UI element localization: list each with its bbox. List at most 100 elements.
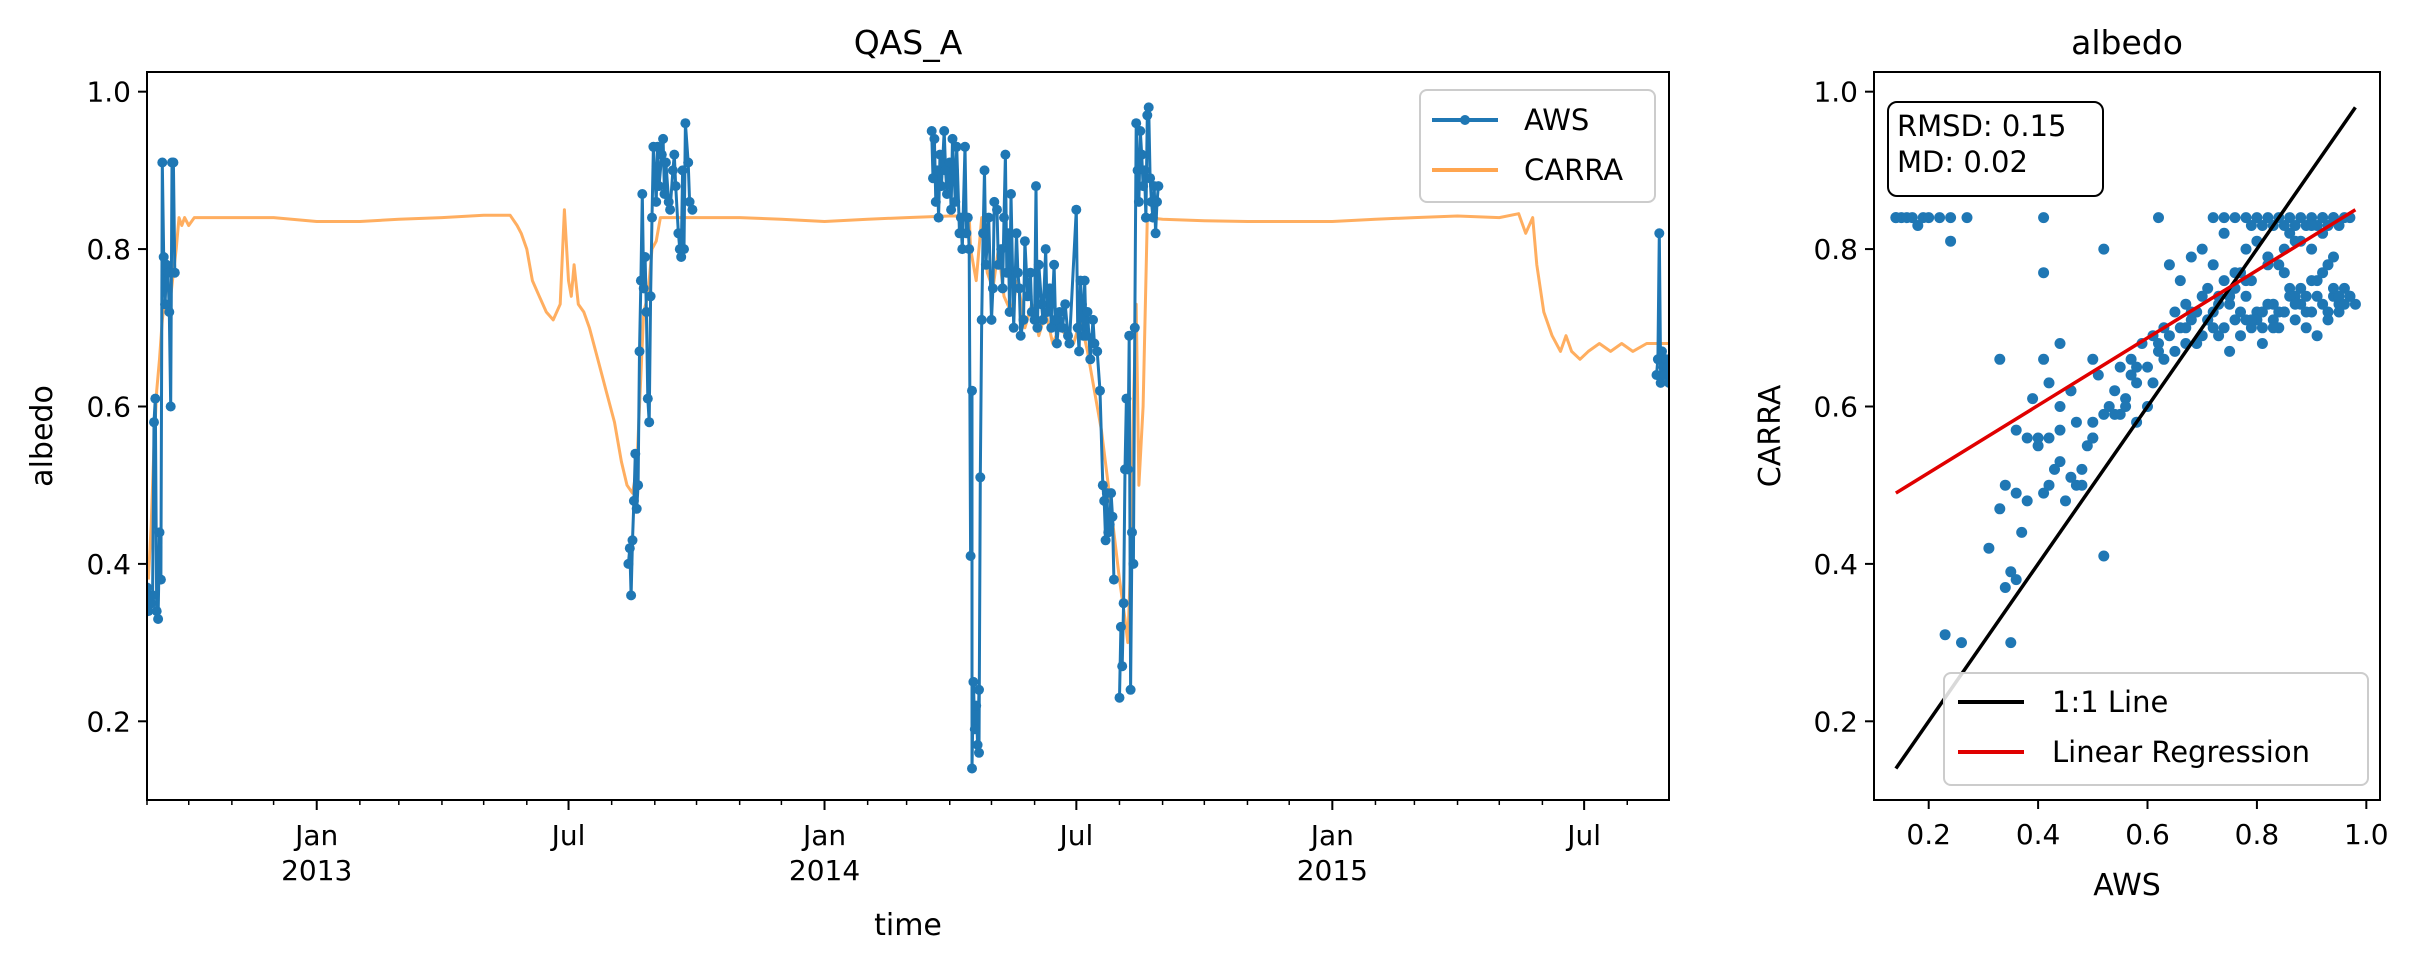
aws-data-point (1097, 480, 1108, 491)
scatter-point (2328, 282, 2339, 294)
scatter-point (2284, 282, 2296, 294)
y-tick-label: 0.2 (1813, 705, 1858, 738)
aws-data-point (669, 149, 680, 160)
scatter-point (2333, 290, 2345, 302)
aws-data-point (147, 590, 158, 601)
scatter-point (2043, 432, 2055, 444)
aws-data-point (1064, 338, 1075, 349)
scatter-axes-frame (1873, 71, 2381, 801)
aws-data-point (932, 165, 943, 176)
scatter-point (2038, 353, 2050, 365)
aws-data-point (1114, 692, 1125, 703)
aws-data-point (654, 181, 664, 192)
scatter-point (2262, 251, 2274, 263)
aws-data-point (1057, 322, 1068, 333)
legend-carra-label: CARRA (1524, 153, 1623, 187)
scatter-panel: 0.2 0.4 0.6 0.8 1.0 0.2 0.4 0.6 0.8 1.0 albedo A… (1753, 23, 2389, 903)
aws-data-point (1122, 464, 1133, 475)
scatter-point (2054, 424, 2066, 436)
aws-data-point (1060, 299, 1071, 310)
aws-data-point (926, 126, 937, 136)
aws-data-point (644, 417, 655, 428)
legend-one-to-one-label: 1:1 Line (2052, 685, 2168, 719)
carra-series-line (147, 208, 1669, 645)
aws-data-point (640, 252, 651, 262)
aws-data-point (1136, 149, 1147, 160)
aws-data-point (1125, 684, 1136, 695)
aws-data-point (1033, 259, 1044, 270)
aws-data-point (679, 244, 689, 255)
aws-data-point (1121, 393, 1132, 404)
y-tick-label: 0.8 (86, 233, 131, 266)
x-tick-label: Jan (1309, 819, 1354, 852)
aws-data-point (983, 212, 994, 223)
scatter-point (2109, 408, 2121, 420)
aws-data-point (1004, 307, 1015, 317)
aws-data-point (1659, 370, 1669, 380)
scatter-point (2043, 479, 2055, 491)
timeseries-plot-area (147, 102, 1669, 774)
aws-data-point (667, 165, 678, 176)
one-to-one-line (1894, 106, 2357, 770)
scatter-point (1939, 629, 1951, 641)
scatter-point (2153, 212, 2164, 224)
scatter-point (2245, 220, 2257, 231)
scatter-point (1999, 582, 2011, 593)
aws-data-point (683, 157, 694, 168)
aws-data-point (1018, 314, 1029, 325)
scatter-point (2256, 306, 2268, 318)
aws-data-point (638, 283, 649, 294)
scatter-x-label: AWS (2093, 868, 2161, 903)
aws-data-point (1037, 314, 1048, 325)
scatter-y-label: CARRA (1753, 384, 1788, 487)
scatter-point (2065, 471, 2077, 483)
aws-data-point (1003, 228, 1014, 239)
aws-data-point (986, 314, 997, 325)
scatter-point (2060, 495, 2071, 507)
aws-data-point (630, 448, 641, 459)
aws-data-point (1085, 354, 1096, 365)
aws-data-point (1129, 322, 1140, 333)
scatter-point (2262, 298, 2274, 310)
aws-data-point (1051, 338, 1062, 349)
aws-data-point (1117, 661, 1128, 672)
aws-data-point (1071, 204, 1082, 215)
aws-data-point (1001, 267, 1012, 278)
aws-data-point (628, 495, 639, 506)
scatter-point (2245, 322, 2257, 334)
aws-data-point (965, 551, 976, 561)
scatter-point (2038, 267, 2050, 279)
aws-data-point (950, 196, 961, 207)
scatter-point (2158, 353, 2170, 365)
aws-data-point (974, 684, 984, 695)
aws-data-point (157, 157, 168, 168)
aws-data-point (951, 141, 962, 152)
scatter-point (2087, 432, 2099, 444)
x-tick-label: Jul (550, 819, 586, 852)
aws-data-point (651, 196, 662, 207)
aws-data-point (1651, 370, 1662, 380)
scatter-point (2278, 220, 2290, 231)
scatter-point (2328, 251, 2339, 263)
x-tick-label: Jan (293, 819, 338, 852)
x-tick-year-label: 2015 (1297, 854, 1368, 887)
aws-data-point (968, 676, 979, 687)
scatter-point (2306, 243, 2318, 255)
y-tick-label: 0.6 (1813, 390, 1858, 423)
scatter-point (2021, 495, 2033, 507)
aws-data-point (1011, 228, 1022, 239)
aws-data-point (999, 212, 1009, 223)
aws-data-point (971, 700, 982, 711)
scatter-point (2054, 338, 2066, 349)
aws-data-point (1040, 244, 1051, 255)
scatter-point (2284, 290, 2296, 302)
aws-data-point (1081, 330, 1092, 341)
aws-data-point (1655, 377, 1666, 388)
scatter-point (2224, 345, 2236, 357)
aws-data-point (153, 614, 164, 624)
aws-data-point (1095, 385, 1105, 396)
scatter-point (2087, 416, 2099, 428)
aws-data-point (969, 724, 980, 735)
scatter-point (2043, 377, 2055, 389)
